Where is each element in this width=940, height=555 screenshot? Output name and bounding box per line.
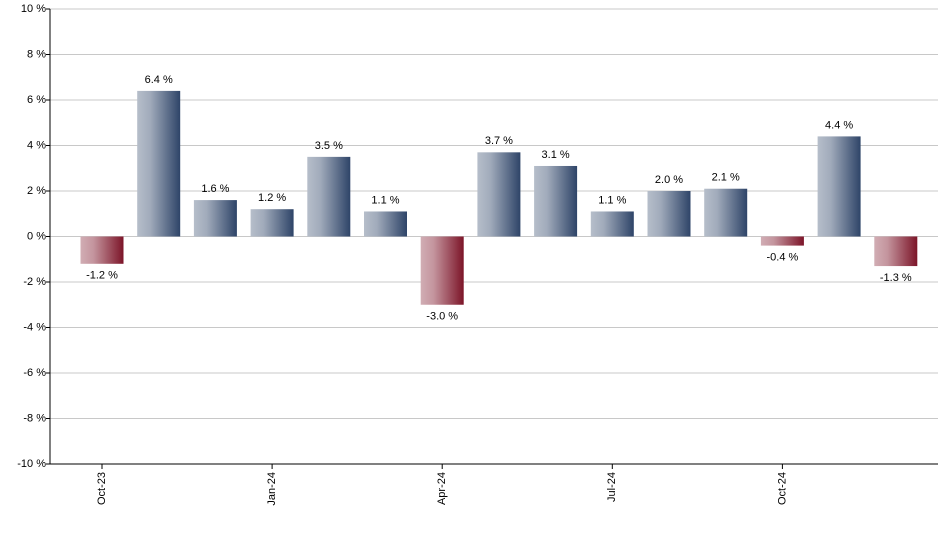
bar	[590, 211, 634, 237]
bar	[80, 236, 124, 264]
value-label: 1.2 %	[258, 192, 286, 204]
y-tick-label: 10 %	[21, 3, 46, 15]
bar	[760, 236, 804, 246]
x-tick-label: Jul-24	[606, 472, 618, 502]
value-label: 4.4 %	[825, 119, 853, 131]
bar	[477, 152, 521, 237]
y-tick-label: -2 %	[23, 276, 46, 288]
value-label: -1.2 %	[86, 270, 118, 282]
y-tick-label: 8 %	[27, 48, 46, 60]
y-tick-label: -8 %	[23, 412, 46, 424]
value-label: -1.3 %	[880, 272, 912, 284]
x-tick-label: Oct-23	[96, 472, 108, 505]
bar	[250, 209, 294, 237]
y-tick-label: -6 %	[23, 367, 46, 379]
bar	[307, 156, 351, 237]
value-label: 3.5 %	[315, 140, 343, 152]
value-label: 1.1 %	[371, 194, 399, 206]
y-tick-label: -10 %	[17, 458, 46, 470]
x-tick-label: Oct-24	[776, 472, 788, 505]
bar	[364, 211, 407, 237]
y-tick-label: -4 %	[23, 321, 46, 333]
y-tick-label: 6 %	[27, 94, 46, 106]
bar	[874, 236, 918, 267]
bar	[704, 188, 748, 237]
bar	[193, 200, 237, 237]
x-tick-label: Jan-24	[266, 472, 278, 506]
value-label: 3.7 %	[485, 135, 513, 147]
bar	[647, 191, 691, 237]
bar	[420, 236, 464, 305]
bar	[817, 136, 861, 237]
y-tick-label: 4 %	[27, 139, 46, 151]
value-label: 1.6 %	[201, 183, 229, 195]
value-label: 3.1 %	[542, 149, 570, 161]
x-tick-label: Apr-24	[436, 472, 448, 505]
bar	[137, 90, 181, 237]
value-label: -0.4 %	[767, 252, 799, 264]
bar	[534, 165, 578, 237]
value-label: 2.0 %	[655, 174, 683, 186]
value-label: 1.1 %	[598, 194, 626, 206]
y-tick-label: 0 %	[27, 230, 46, 242]
value-label: -3.0 %	[426, 311, 458, 323]
value-label: 2.1 %	[712, 172, 740, 184]
y-tick-label: 2 %	[27, 185, 46, 197]
value-label: 6.4 %	[145, 74, 173, 86]
